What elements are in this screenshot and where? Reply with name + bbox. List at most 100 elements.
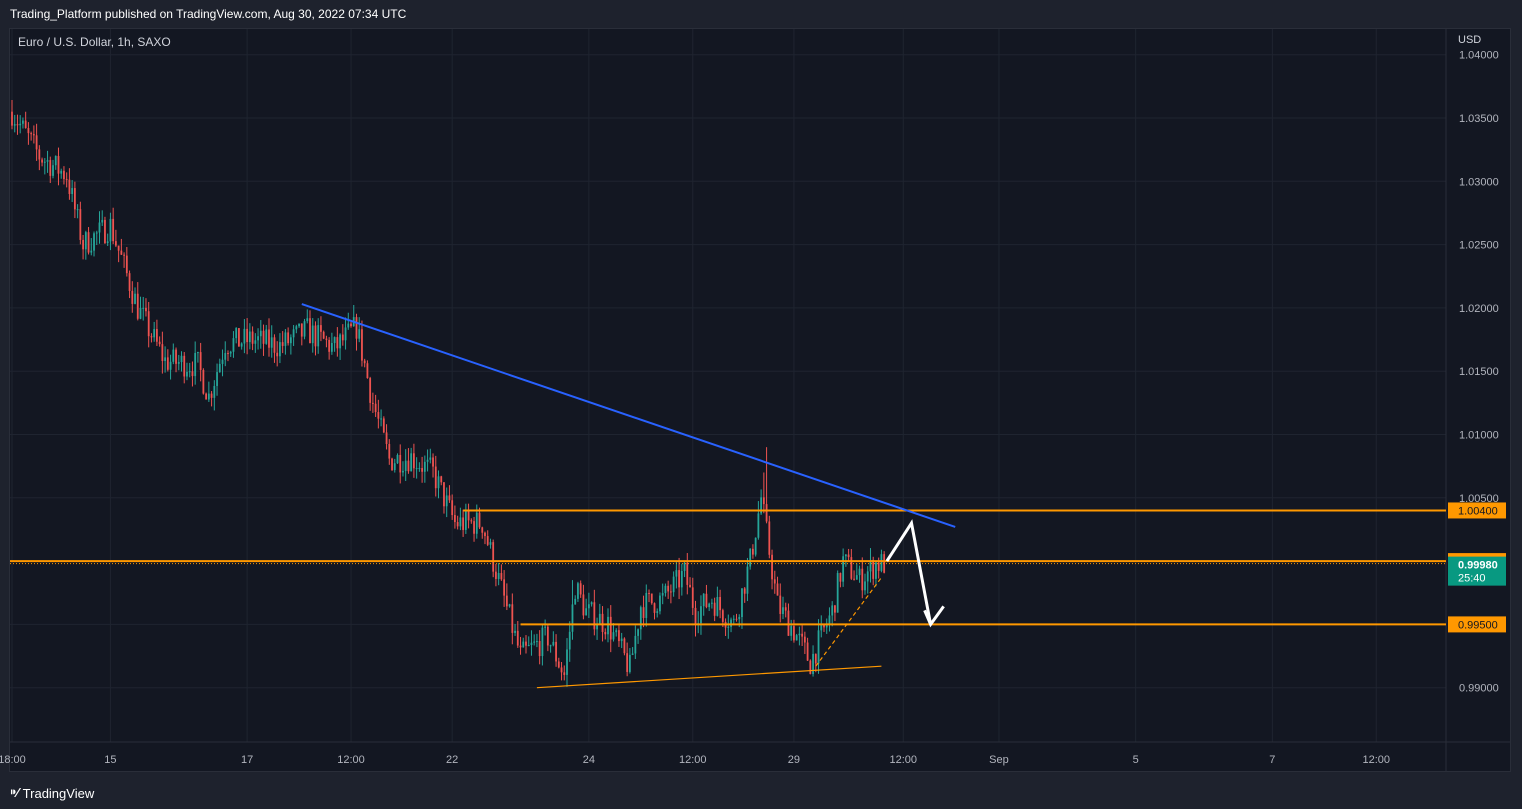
time-tick-label: 5 xyxy=(1133,754,1139,766)
candle-body xyxy=(112,218,115,242)
candle-body xyxy=(388,444,391,459)
candle-body xyxy=(210,393,213,398)
candle-body xyxy=(246,328,249,343)
candle-body xyxy=(156,329,158,342)
candle-body xyxy=(232,338,235,352)
candle-body xyxy=(495,571,497,579)
candle-body xyxy=(514,630,516,633)
candle-body xyxy=(727,626,730,628)
level-price-badge xyxy=(1448,616,1506,633)
candle-body xyxy=(382,418,385,433)
candle-body xyxy=(743,588,746,594)
candle-body xyxy=(139,307,142,319)
candle-body xyxy=(798,633,801,636)
candle-body xyxy=(615,630,618,633)
candle-body xyxy=(560,667,563,673)
candle-body xyxy=(793,626,795,641)
candle-body xyxy=(787,610,790,636)
candle-body xyxy=(180,355,183,363)
candle-body xyxy=(516,630,519,646)
candle-body xyxy=(708,603,711,608)
symbol-legend[interactable]: Euro / U.S. Dollar, 1h, SAXO xyxy=(18,35,171,49)
candle-body xyxy=(177,362,180,364)
candle-body xyxy=(451,500,454,516)
candle-body xyxy=(136,293,139,319)
candle-body xyxy=(142,307,145,309)
candle-body xyxy=(270,337,273,348)
candle-body xyxy=(369,378,372,403)
candle-body xyxy=(106,241,109,244)
candle-body xyxy=(719,597,722,611)
candle-body xyxy=(765,504,768,522)
candle-body xyxy=(434,466,437,489)
candle-body xyxy=(607,616,609,635)
candle-body xyxy=(530,642,533,646)
candle-body xyxy=(54,155,57,166)
candle-body xyxy=(604,631,607,635)
candle-body xyxy=(339,334,341,349)
candle-body xyxy=(262,330,265,344)
candle-body xyxy=(131,290,134,304)
candle-body xyxy=(675,570,678,577)
candle-body xyxy=(812,653,814,675)
candle-body xyxy=(626,653,629,672)
candle-body xyxy=(248,331,251,343)
candle-body xyxy=(41,159,43,163)
candle-body xyxy=(801,633,804,637)
candle-body xyxy=(730,619,732,627)
candle-body xyxy=(73,188,76,210)
candle-body xyxy=(145,307,147,312)
candle-body xyxy=(571,604,574,632)
chart-frame[interactable] xyxy=(9,28,1511,772)
candle-body xyxy=(311,325,314,344)
candle-body xyxy=(618,630,620,642)
candle-body xyxy=(207,393,210,400)
tradingview-logo[interactable]: ⁍⁄ TradingView xyxy=(10,785,94,801)
candle-body xyxy=(711,602,713,604)
candle-body xyxy=(847,554,850,558)
publisher-bar: Trading_Platform published on TradingVie… xyxy=(0,0,1522,28)
candle-body xyxy=(503,579,506,596)
candle-body xyxy=(49,160,52,176)
candle-body xyxy=(314,325,317,347)
candle-body xyxy=(716,597,719,616)
candle-body xyxy=(347,323,350,328)
candle-body xyxy=(577,583,579,599)
candle-body xyxy=(579,583,582,595)
candle-body xyxy=(166,357,169,370)
candle-body xyxy=(776,583,779,596)
candle-body xyxy=(415,468,418,470)
candle-body xyxy=(648,592,650,594)
candle-body xyxy=(525,641,527,646)
candle-body xyxy=(104,219,106,244)
candle-body xyxy=(773,579,776,584)
candle-body xyxy=(27,128,30,134)
candle-body xyxy=(574,598,577,605)
candle-body xyxy=(191,371,194,377)
candle-body xyxy=(169,361,172,370)
time-tick-label: 17 xyxy=(241,754,253,766)
candle-body xyxy=(344,327,347,341)
candle-body xyxy=(303,321,306,337)
candle-body xyxy=(582,594,585,616)
candle-body xyxy=(164,357,167,361)
candle-body xyxy=(689,584,691,588)
time-tick-label: 15 xyxy=(104,754,116,766)
candle-body xyxy=(462,517,465,530)
resistance-trendline xyxy=(301,303,956,528)
candle-body xyxy=(875,562,877,579)
candle-body xyxy=(661,593,664,596)
candle-body xyxy=(825,625,828,628)
candle-body xyxy=(60,170,63,174)
candle-body xyxy=(806,642,809,661)
candle-body xyxy=(497,573,500,579)
candle-body xyxy=(628,654,631,672)
candle-body xyxy=(68,179,71,195)
candle-body xyxy=(771,554,773,580)
candle-body xyxy=(24,120,27,129)
candle-body xyxy=(596,624,598,630)
price-scale-currency[interactable]: USD xyxy=(1458,34,1482,46)
candle-body xyxy=(279,342,281,357)
candle-body xyxy=(667,585,670,592)
